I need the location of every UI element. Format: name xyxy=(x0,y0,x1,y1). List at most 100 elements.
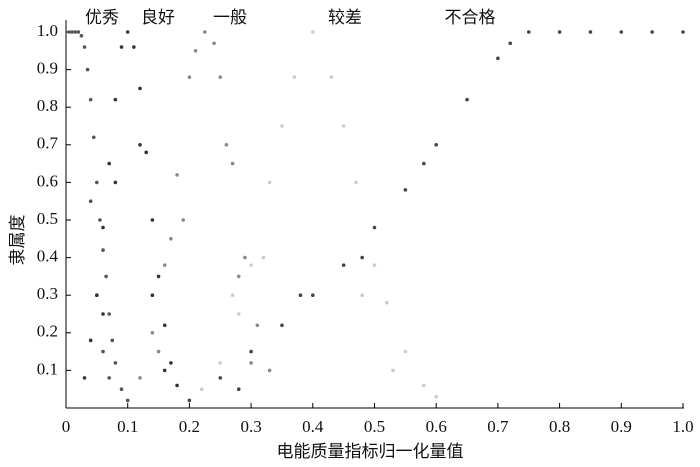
series-label: 较差 xyxy=(328,8,362,28)
point xyxy=(125,398,130,403)
point xyxy=(218,361,223,365)
point xyxy=(107,161,111,166)
point xyxy=(218,376,223,380)
point xyxy=(292,75,297,79)
point xyxy=(175,173,179,177)
point xyxy=(588,30,593,34)
point xyxy=(267,180,272,185)
point xyxy=(150,293,155,298)
point xyxy=(162,323,167,328)
point xyxy=(88,338,93,343)
point xyxy=(385,300,389,305)
x-tick-label: 0.3 xyxy=(240,417,261,436)
point xyxy=(224,143,229,147)
point xyxy=(193,49,198,53)
point xyxy=(243,255,247,260)
series-label: 不合格 xyxy=(445,8,496,28)
point xyxy=(113,180,118,185)
y-tick-label: 0.6 xyxy=(37,171,58,190)
point xyxy=(119,387,124,392)
point xyxy=(465,97,469,102)
point xyxy=(236,312,241,316)
point xyxy=(95,180,99,185)
y-tick-label: 0.8 xyxy=(37,96,58,115)
series-label: 一般 xyxy=(213,8,247,28)
y-axis-title: 隶属度 xyxy=(8,215,28,266)
point xyxy=(236,274,241,279)
point xyxy=(403,349,408,354)
point xyxy=(95,293,99,298)
point xyxy=(508,41,513,46)
x-axis-title: 电能质量指标归一化量值 xyxy=(277,442,464,462)
point xyxy=(311,293,315,298)
point xyxy=(82,45,87,49)
x-tick-label: 0 xyxy=(62,417,71,436)
point xyxy=(360,293,364,298)
point xyxy=(255,323,260,328)
x-tick-label: 0.8 xyxy=(549,417,570,436)
y-tick-label: 1.0 xyxy=(37,21,58,40)
point xyxy=(107,312,111,316)
point xyxy=(280,323,284,328)
point xyxy=(104,274,108,279)
point xyxy=(261,255,266,260)
point xyxy=(391,368,395,373)
point xyxy=(249,263,253,267)
point xyxy=(101,225,105,230)
point xyxy=(360,255,364,260)
point xyxy=(138,86,142,91)
y-tick-label: 0.9 xyxy=(37,59,58,78)
x-tick-label: 0.1 xyxy=(117,417,138,436)
point xyxy=(681,30,685,34)
series-label: 良好 xyxy=(141,8,175,28)
point xyxy=(156,349,161,354)
y-tick-label: 0.1 xyxy=(37,359,58,378)
point xyxy=(113,97,118,102)
point xyxy=(113,361,118,365)
point xyxy=(298,293,303,298)
point xyxy=(76,30,81,34)
y-tick-label: 0.3 xyxy=(37,284,58,303)
point xyxy=(73,30,78,34)
x-tick-label: 0.2 xyxy=(179,417,200,436)
point xyxy=(526,30,531,34)
point xyxy=(557,30,562,34)
point xyxy=(372,225,377,230)
point xyxy=(199,387,204,392)
point xyxy=(329,75,334,79)
point xyxy=(434,143,439,147)
point xyxy=(169,237,173,241)
point xyxy=(150,218,155,222)
point xyxy=(101,248,105,252)
x-tick-label: 1.0 xyxy=(672,417,693,436)
point xyxy=(88,97,93,102)
x-tick-label: 0.6 xyxy=(426,417,447,436)
point xyxy=(144,150,149,155)
point xyxy=(101,349,105,354)
point xyxy=(98,218,102,222)
point xyxy=(67,30,71,34)
point xyxy=(150,331,155,335)
point xyxy=(249,361,253,365)
point xyxy=(138,143,142,147)
point xyxy=(230,293,235,298)
point xyxy=(88,199,93,203)
point xyxy=(70,30,74,34)
series-label: 优秀 xyxy=(85,8,119,28)
point xyxy=(91,135,96,140)
point xyxy=(110,338,115,343)
x-tick-label: 0.5 xyxy=(364,417,385,436)
point xyxy=(311,30,315,34)
point xyxy=(169,361,173,365)
point xyxy=(218,75,223,79)
x-tick-label: 0.7 xyxy=(487,417,509,436)
point xyxy=(422,161,426,166)
point xyxy=(267,368,272,373)
point xyxy=(82,376,87,380)
point xyxy=(341,124,346,128)
y-tick-label: 0.2 xyxy=(37,322,58,341)
point xyxy=(236,387,241,392)
point xyxy=(422,383,426,388)
point xyxy=(162,368,167,373)
point xyxy=(203,30,207,34)
